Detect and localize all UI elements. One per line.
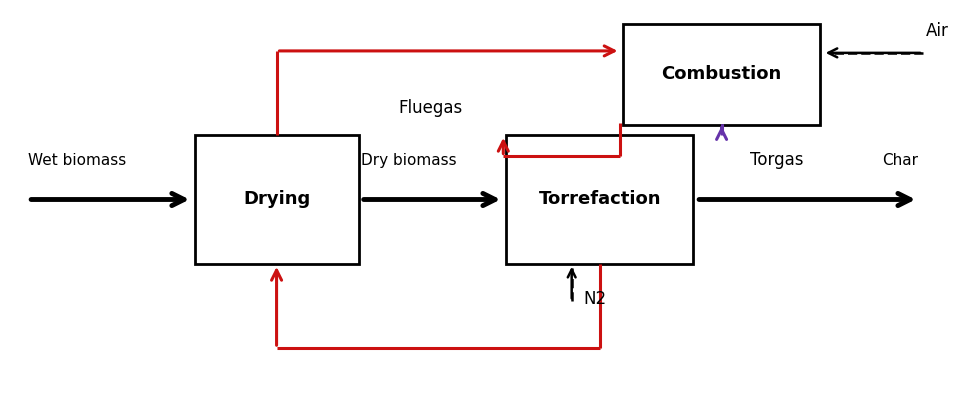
Text: Drying: Drying: [243, 190, 310, 209]
Text: Fluegas: Fluegas: [399, 99, 463, 117]
Text: Torrefaction: Torrefaction: [538, 190, 661, 209]
FancyBboxPatch shape: [623, 24, 820, 125]
Text: Torgas: Torgas: [750, 151, 803, 170]
Text: Wet biomass: Wet biomass: [29, 153, 126, 168]
Text: Combustion: Combustion: [662, 65, 782, 83]
Text: Char: Char: [882, 153, 919, 168]
FancyBboxPatch shape: [195, 135, 358, 264]
FancyBboxPatch shape: [506, 135, 693, 264]
Text: Dry biomass: Dry biomass: [360, 153, 457, 168]
Text: Air: Air: [925, 22, 948, 40]
Text: N2: N2: [583, 290, 606, 308]
